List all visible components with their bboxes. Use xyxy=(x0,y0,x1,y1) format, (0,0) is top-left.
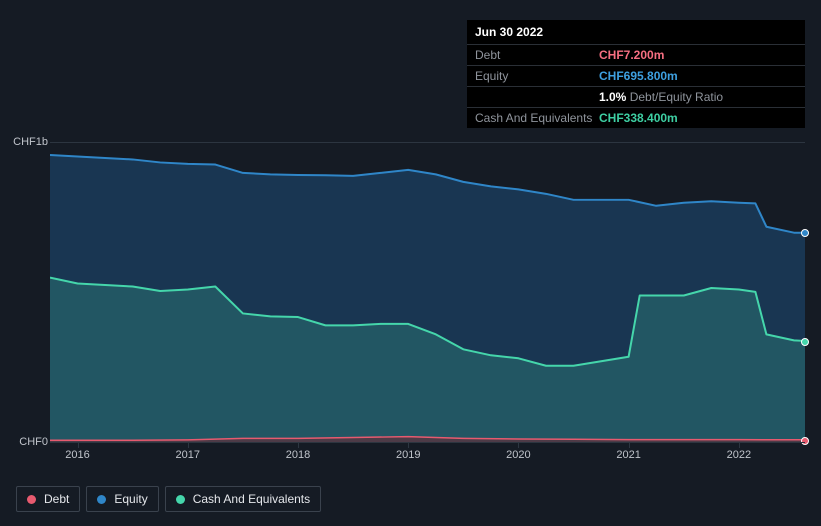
tooltip-label: Cash And Equivalents xyxy=(475,111,599,125)
debt-equity-chart: CHF1b CHF0 2016 2017 2018 2019 2020 2021 2022 xyxy=(16,124,805,476)
tooltip-row: 1.0% Debt/Equity Ratio xyxy=(467,87,805,108)
tooltip-label: Equity xyxy=(475,69,599,83)
end-marker-equity xyxy=(801,229,809,237)
tooltip-value: CHF695.800m xyxy=(599,69,678,83)
tooltip-label: Debt xyxy=(475,48,599,62)
tooltip-value: 1.0% Debt/Equity Ratio xyxy=(599,90,723,104)
plot-area[interactable] xyxy=(50,142,805,442)
x-axis: 2016 2017 2018 2019 2020 2021 2022 xyxy=(50,442,805,462)
x-axis-label: 2020 xyxy=(506,449,530,461)
legend-swatch xyxy=(97,495,106,504)
legend-item-equity[interactable]: Equity xyxy=(86,486,158,512)
x-axis-label: 2022 xyxy=(727,449,751,461)
legend-swatch xyxy=(176,495,185,504)
tooltip-label xyxy=(475,90,599,104)
legend-swatch xyxy=(27,495,36,504)
legend-item-debt[interactable]: Debt xyxy=(16,486,80,512)
legend-item-cash[interactable]: Cash And Equivalents xyxy=(165,486,321,512)
y-axis-label: CHF0 xyxy=(19,436,48,448)
tooltip-row: Cash And EquivalentsCHF338.400m xyxy=(467,108,805,128)
x-axis-label: 2021 xyxy=(616,449,640,461)
x-axis-label: 2018 xyxy=(286,449,310,461)
tooltip-row: DebtCHF7.200m xyxy=(467,45,805,66)
end-marker-cash xyxy=(801,338,809,346)
tooltip-date: Jun 30 2022 xyxy=(467,20,805,45)
x-axis-label: 2016 xyxy=(65,449,89,461)
x-tick xyxy=(188,443,189,448)
legend-label: Cash And Equivalents xyxy=(193,492,310,506)
tooltip-value: CHF338.400m xyxy=(599,111,678,125)
y-axis-label: CHF1b xyxy=(13,136,48,148)
x-tick xyxy=(518,443,519,448)
tooltip-row: EquityCHF695.800m xyxy=(467,66,805,87)
x-tick xyxy=(408,443,409,448)
x-axis-label: 2019 xyxy=(396,449,420,461)
legend-label: Debt xyxy=(44,492,69,506)
x-tick xyxy=(629,443,630,448)
legend-label: Equity xyxy=(114,492,147,506)
tooltip-value: CHF7.200m xyxy=(599,48,664,62)
x-tick xyxy=(739,443,740,448)
x-tick xyxy=(78,443,79,448)
x-tick xyxy=(298,443,299,448)
chart-legend: Debt Equity Cash And Equivalents xyxy=(16,486,321,512)
chart-tooltip: Jun 30 2022 DebtCHF7.200mEquityCHF695.80… xyxy=(467,20,805,128)
x-axis-label: 2017 xyxy=(176,449,200,461)
